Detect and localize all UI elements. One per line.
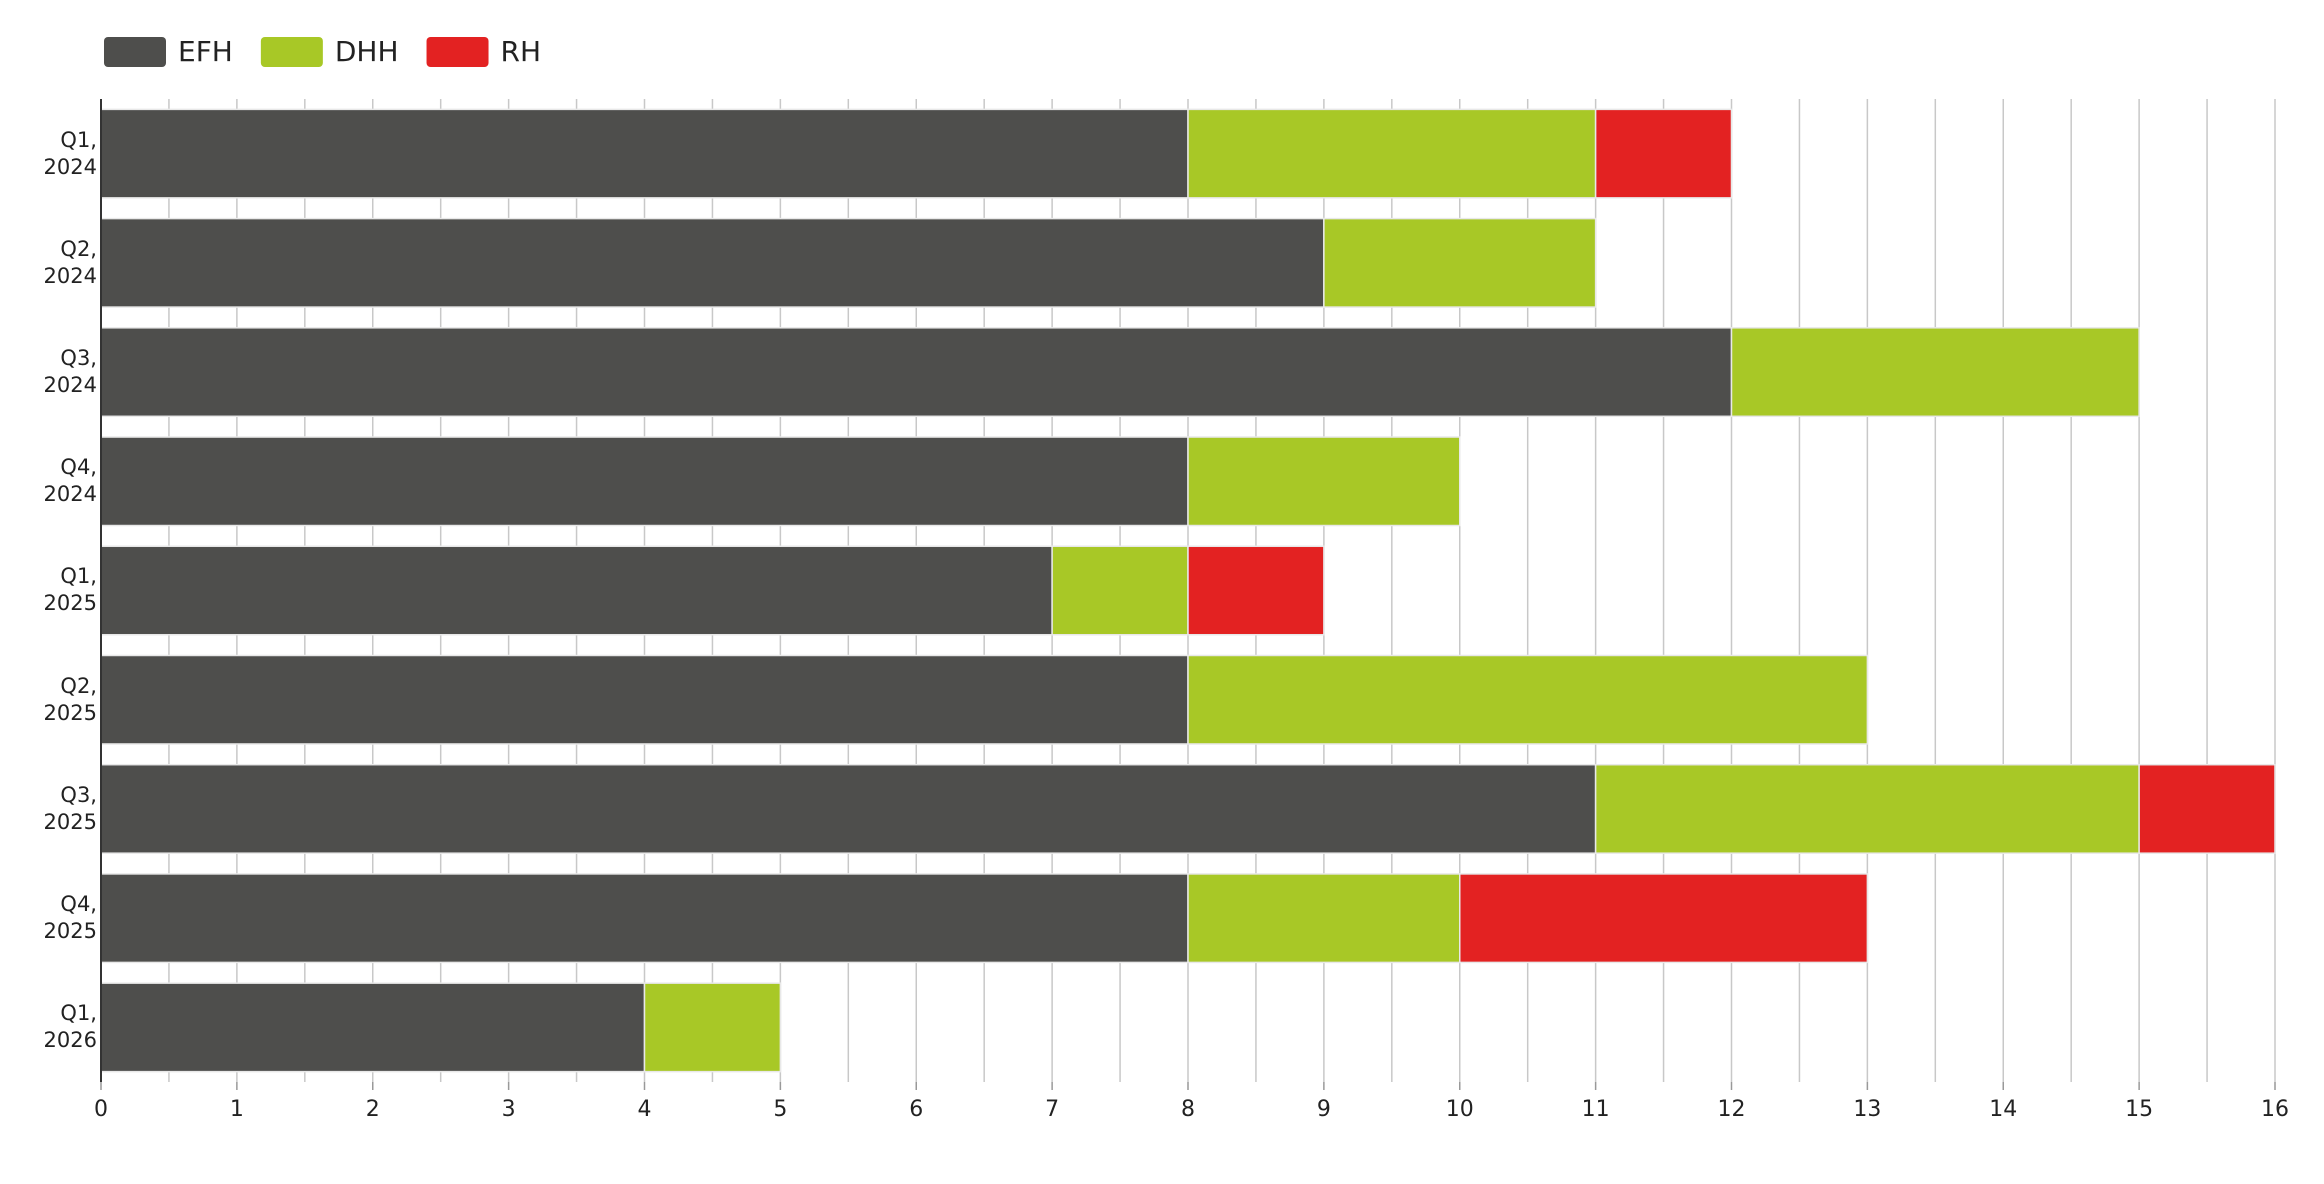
y-category-label: Q1, 2024 — [43, 127, 97, 179]
x-tick-label: 2 — [366, 1097, 380, 1122]
bar-segment — [100, 763, 1597, 854]
x-tick-label: 16 — [2261, 1097, 2289, 1122]
x-tick-label: 6 — [909, 1097, 923, 1122]
y-category-label: Q3, 2024 — [43, 346, 97, 398]
bar-segment — [1187, 545, 1325, 636]
bar-segment — [1187, 654, 1869, 745]
bar-segment — [100, 436, 1189, 527]
x-tick-label: 14 — [1989, 1097, 2017, 1122]
x-tick-label: 3 — [502, 1097, 516, 1122]
bar-segment — [1459, 873, 1869, 964]
bar-segment — [100, 873, 1189, 964]
legend-swatch — [104, 37, 166, 67]
x-tick-label: 13 — [1853, 1097, 1881, 1122]
x-tick-label: 9 — [1317, 1097, 1331, 1122]
bar-segment — [1187, 108, 1597, 199]
bar-segment — [100, 982, 646, 1073]
x-tick-label: 8 — [1181, 1097, 1195, 1122]
bar-segment — [643, 982, 782, 1073]
category-label-box: Q4, 2024 — [43, 455, 97, 507]
y-category-label: Q3, 2025 — [43, 782, 97, 834]
bar-segment — [100, 327, 1733, 418]
x-tick-label: 0 — [94, 1097, 108, 1122]
bar-segment — [1187, 436, 1461, 527]
legend-swatch — [260, 37, 323, 67]
legend-label: DHH — [335, 35, 399, 68]
bar-segment — [1594, 763, 2140, 854]
x-tick-label: 5 — [773, 1097, 787, 1122]
bar-segment — [100, 654, 1189, 745]
bar-segment — [100, 545, 1053, 636]
y-category-label: Q2, 2024 — [43, 236, 97, 288]
x-tick-label: 1 — [230, 1097, 244, 1122]
category-label-box: Q1, 2024 — [43, 127, 97, 179]
bar-segment — [1187, 873, 1461, 964]
bar-segment — [1730, 327, 2140, 418]
x-tick-label: 4 — [638, 1097, 652, 1122]
bar-segment — [1594, 108, 1733, 199]
bar-segment — [2138, 763, 2276, 854]
legend-label: RH — [501, 35, 542, 68]
category-label-box: Q1, 2026 — [43, 1001, 97, 1053]
category-label-box: Q2, 2024 — [43, 236, 97, 288]
category-label-box: Q3, 2024 — [43, 346, 97, 398]
x-tick-label: 10 — [1446, 1097, 1474, 1122]
x-tick-label: 7 — [1045, 1097, 1059, 1122]
y-category-label: Q4, 2025 — [43, 892, 97, 944]
y-category-label: Q2, 2025 — [43, 673, 97, 725]
legend-swatch — [426, 37, 489, 67]
bar-segment — [100, 217, 1325, 308]
x-tick-label: 12 — [1718, 1097, 1746, 1122]
bar-segment — [1051, 545, 1189, 636]
y-category-label: Q1, 2025 — [43, 564, 97, 616]
bar-segment — [1323, 217, 1597, 308]
y-category-label: Q1, 2026 — [43, 1001, 97, 1053]
y-category-label: Q4, 2024 — [43, 455, 97, 507]
category-label-box: Q1, 2025 — [43, 564, 97, 616]
bar-segment — [100, 108, 1189, 199]
legend-label: EFH — [178, 35, 233, 68]
category-label-box: Q4, 2025 — [43, 892, 97, 944]
category-label-box: Q3, 2025 — [43, 782, 97, 834]
x-tick-label: 11 — [1582, 1097, 1610, 1122]
x-tick-label: 15 — [2125, 1097, 2153, 1122]
category-label-box: Q2, 2025 — [43, 673, 97, 725]
